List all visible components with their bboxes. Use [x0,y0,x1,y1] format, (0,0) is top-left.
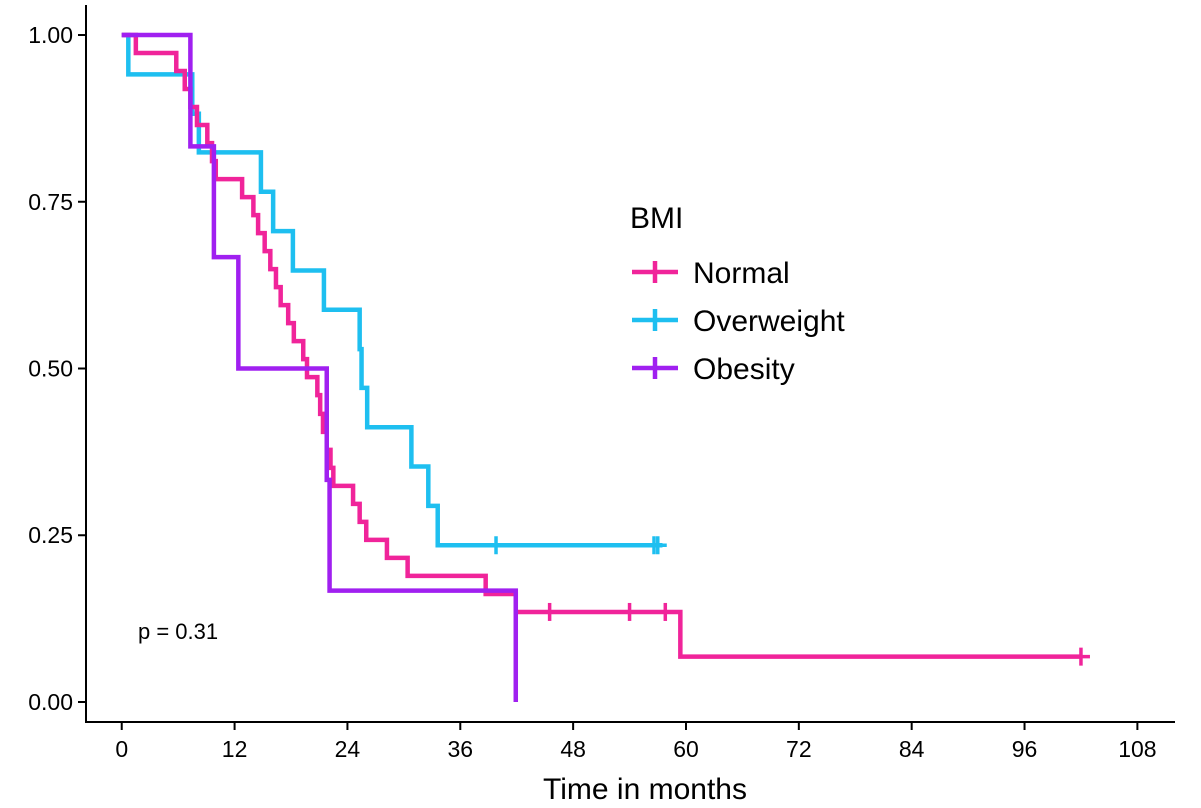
legend-items: Normal Overweight Obesity [632,257,845,386]
x-axis-ticks: 0 12 24 36 48 60 72 84 96 108 [115,722,1157,762]
p-value-annotation: p = 0.31 [138,619,218,644]
survival-curves [121,32,1090,702]
y-tick-label: 0.25 [28,522,73,548]
legend-item-overweight: Overweight [632,305,845,338]
series-obesity [121,32,519,702]
x-axis-title: Time in months [543,773,747,806]
series-normal [121,32,1090,666]
legend-item-obesity: Obesity [632,353,795,386]
y-tick-label: 0.75 [28,189,73,215]
x-tick-label: 108 [1118,736,1156,762]
x-tick-label: 72 [786,736,812,762]
legend-label: Normal [693,257,790,290]
y-tick-label: 0.50 [28,356,73,382]
x-tick-label: 24 [335,736,361,762]
y-tick-label: 1.00 [28,22,73,48]
x-tick-label: 12 [222,736,248,762]
survival-line-overweight [121,32,663,548]
x-tick-label: 48 [560,736,586,762]
legend-item-normal: Normal [632,257,790,290]
legend: BMI Normal Overweight Obesity [630,202,845,386]
x-tick-label: 96 [1012,736,1038,762]
legend-label: Obesity [693,353,795,386]
y-axis-ticks: 0.00 0.25 0.50 0.75 1.00 [28,22,86,715]
legend-title: BMI [630,202,683,235]
x-tick-label: 36 [447,736,473,762]
survival-line-normal [121,32,1081,659]
y-tick-label: 0.00 [28,689,73,715]
x-tick-label: 0 [115,736,128,762]
x-tick-label: 84 [899,736,925,762]
legend-label: Overweight [693,305,845,338]
series-overweight [121,32,667,555]
survival-line-obesity [121,32,519,702]
x-tick-label: 60 [673,736,699,762]
